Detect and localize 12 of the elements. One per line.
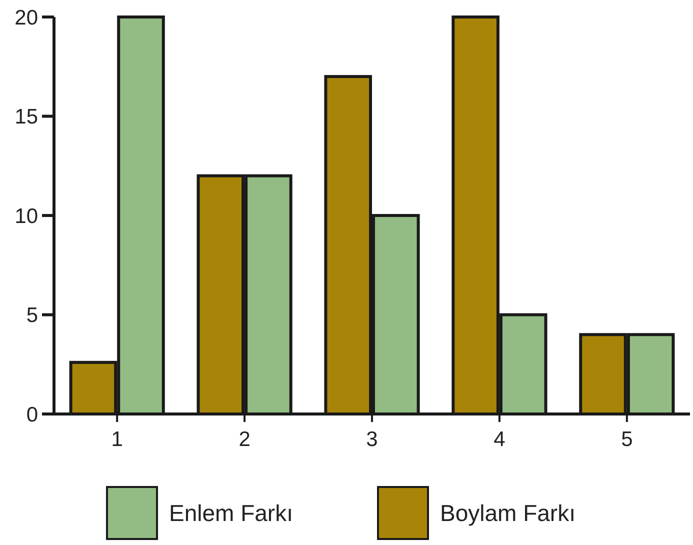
y-tick-label: 5	[26, 304, 38, 328]
legend-label: Boylam Farkı	[440, 500, 576, 526]
legend-label: Enlem Farkı	[169, 500, 293, 526]
x-tick-label: 2	[238, 428, 250, 451]
y-tick-label: 20	[14, 6, 38, 30]
x-tick-label: 4	[494, 428, 506, 451]
y-tick-label: 15	[14, 106, 38, 129]
y-tick-label: 0	[26, 403, 38, 426]
x-tick-label: 5	[621, 428, 633, 451]
x-tick-label: 1	[111, 428, 123, 451]
x-tick-label: 3	[366, 428, 378, 451]
y-tick-label: 10	[14, 204, 38, 228]
